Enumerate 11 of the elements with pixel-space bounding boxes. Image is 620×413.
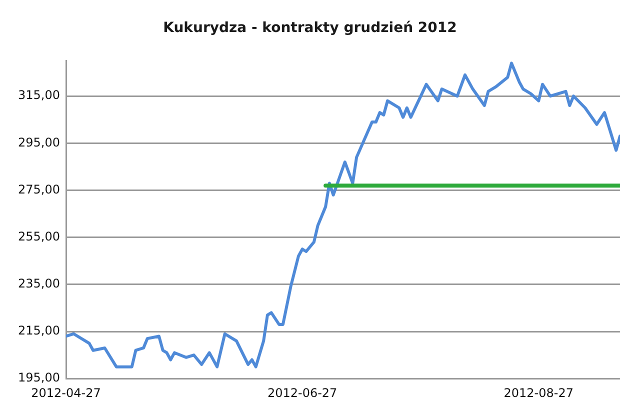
y-tick-label: 195,00 xyxy=(18,370,60,385)
y-tick-label: 235,00 xyxy=(18,276,60,291)
x-tick-label: 2012-08-27 xyxy=(504,386,574,400)
y-tick-label: 255,00 xyxy=(18,229,60,244)
y-tick-label: 275,00 xyxy=(18,182,60,196)
x-tick-label: 2012-04-27 xyxy=(31,386,101,400)
x-tick-label: 2012-06-27 xyxy=(267,386,338,400)
chart-title: Kukurydza - kontrakty grudzień 2012 xyxy=(163,20,457,36)
y-tick-label: 215,00 xyxy=(18,324,60,338)
y-tick-label: 315,00 xyxy=(18,88,60,102)
y-tick-label: 295,00 xyxy=(18,135,60,150)
